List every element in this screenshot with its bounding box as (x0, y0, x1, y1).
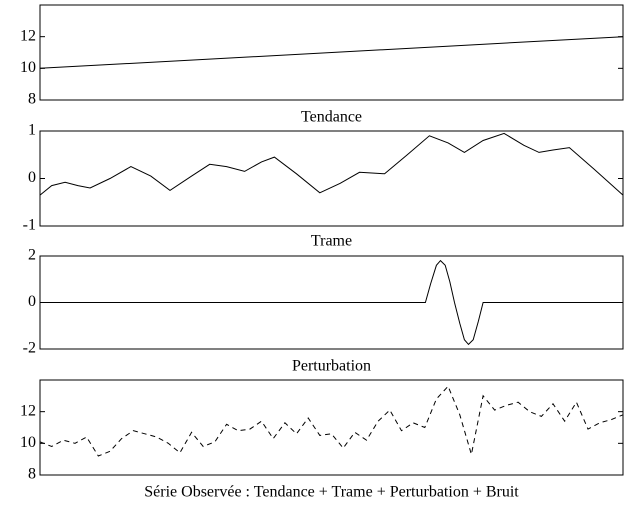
y-tick-label: 12 (20, 27, 36, 44)
y-tick-label: 1 (28, 122, 36, 139)
data-line (39, 36, 624, 69)
x-axis-label: Série Observée : Tendance + Trame + Pert… (144, 484, 519, 501)
y-tick-label: 12 (20, 402, 36, 419)
axes-box (39, 4, 624, 101)
axes-box (39, 379, 624, 476)
x-axis-label: Perturbation (292, 358, 371, 375)
data-line (39, 385, 624, 457)
y-tick-label: 8 (28, 91, 36, 108)
y-tick-label: 0 (28, 293, 36, 310)
data-line (40, 259, 623, 346)
y-tick-label: 10 (20, 434, 36, 451)
x-axis-label: Tendance (301, 109, 362, 126)
y-tick-label: -1 (23, 217, 36, 234)
x-axis-label: Trame (311, 233, 352, 250)
y-tick-label: 10 (20, 59, 36, 76)
y-tick-label: -2 (23, 340, 36, 357)
axes-box (39, 130, 624, 227)
y-tick-label: 8 (28, 466, 36, 483)
y-tick-label: 0 (28, 169, 36, 186)
data-line (39, 132, 624, 196)
y-tick-label: 2 (28, 247, 36, 264)
